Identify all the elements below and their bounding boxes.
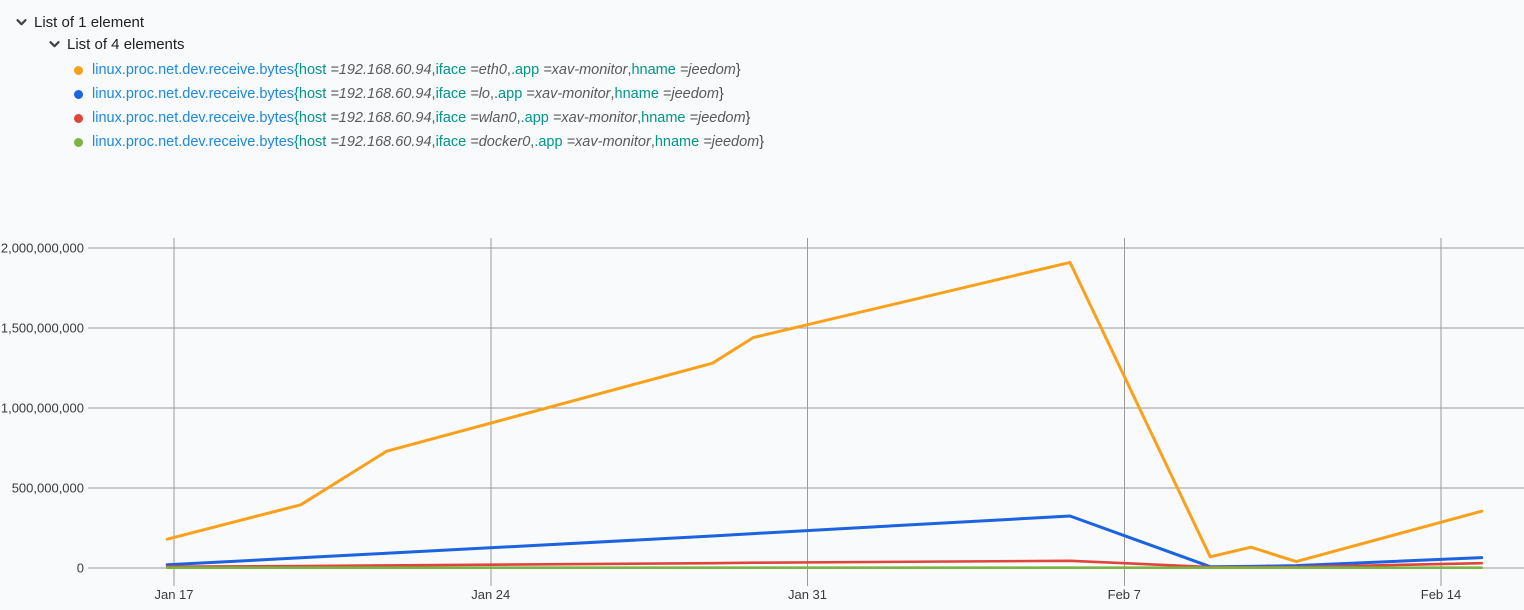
tag-brace-close: } bbox=[718, 86, 724, 102]
tag-value: =jeedom bbox=[675, 62, 736, 78]
tag-key: .app bbox=[494, 86, 523, 102]
tag-separator: , bbox=[516, 110, 521, 126]
tag-brace-close: } bbox=[759, 134, 765, 150]
tag-brace-close: } bbox=[735, 62, 741, 78]
tag-brace-open: { bbox=[294, 86, 299, 102]
tag-key: iface bbox=[435, 86, 467, 102]
y-axis-label: 1,500,000,000 bbox=[1, 321, 84, 336]
tag-separator: , bbox=[637, 110, 642, 126]
x-axis-label: Feb 14 bbox=[1421, 587, 1461, 602]
tag-separator: , bbox=[650, 134, 655, 150]
tag-value: =xav-monitor bbox=[522, 86, 611, 102]
tag-key: host bbox=[298, 86, 327, 102]
tag-key: iface bbox=[435, 62, 467, 78]
tree-node-root-label: List of 1 element bbox=[34, 13, 145, 31]
tag-key: hname bbox=[631, 62, 676, 78]
legend-item-docker0[interactable]: linux.proc.net.dev.receive.bytes{host =1… bbox=[74, 130, 1524, 154]
tag-key: iface bbox=[435, 110, 467, 126]
tag-key: hname bbox=[641, 110, 686, 126]
tree-node-child-label: List of 4 elements bbox=[67, 35, 185, 53]
tag-value: =jeedom bbox=[658, 86, 719, 102]
series-color-dot bbox=[74, 137, 83, 147]
tag-key: .app bbox=[510, 62, 540, 78]
line-chart[interactable]: Jan 17 Jan 24 Jan 31 Feb 7 Feb 14 2,000,000,0… bbox=[0, 238, 1524, 610]
legend-item-lo[interactable]: linux.proc.net.dev.receive.bytes{host =1… bbox=[74, 82, 1524, 106]
legend-item-wlan0[interactable]: linux.proc.net.dev.receive.bytes{host =1… bbox=[74, 106, 1524, 130]
tag-value: =eth0 bbox=[466, 62, 507, 78]
x-axis-label: Jan 24 bbox=[471, 587, 510, 602]
tag-value: =lo bbox=[466, 86, 490, 102]
tag-value: =wlan0 bbox=[466, 110, 517, 126]
tag-value: =xav-monitor bbox=[562, 134, 651, 150]
tag-brace-open: { bbox=[294, 110, 299, 126]
tag-separator: , bbox=[431, 110, 436, 126]
tag-key: hname bbox=[654, 134, 700, 150]
legend-item-eth0[interactable]: linux.proc.net.dev.receive.bytes{host =1… bbox=[74, 58, 1524, 82]
y-axis-label: 500,000,000 bbox=[12, 481, 84, 496]
tag-separator: , bbox=[627, 62, 632, 78]
tree-node-root[interactable]: List of 1 element bbox=[14, 11, 1524, 33]
tag-value: =jeedom bbox=[699, 134, 760, 150]
series-legend: linux.proc.net.dev.receive.bytes{host =1… bbox=[74, 58, 1524, 154]
series-color-dot bbox=[74, 65, 83, 75]
series-color-dot bbox=[74, 113, 83, 123]
tag-value: =docker0 bbox=[466, 134, 531, 150]
tag-key: hname bbox=[614, 86, 659, 102]
series-line-wlan0[interactable] bbox=[165, 559, 1483, 569]
tag-separator: , bbox=[506, 62, 511, 78]
tag-brace-close: } bbox=[745, 110, 751, 126]
x-axis-label: Jan 17 bbox=[154, 587, 193, 602]
series-tree: List of 1 element List of 4 elements lin… bbox=[0, 0, 1524, 238]
tag-value: =xav-monitor bbox=[539, 62, 628, 78]
tag-value: =192.168.60.94 bbox=[326, 110, 432, 126]
tag-separator: , bbox=[490, 86, 495, 102]
x-axis-label: Jan 31 bbox=[788, 587, 827, 602]
x-axis-label: Feb 7 bbox=[1108, 587, 1141, 602]
series-line-eth0[interactable] bbox=[165, 260, 1484, 564]
metric-name: linux.proc.net.dev.receive.bytes bbox=[92, 134, 295, 150]
tag-value: =192.168.60.94 bbox=[326, 134, 432, 150]
tag-key: host bbox=[298, 62, 327, 78]
tag-separator: , bbox=[431, 62, 436, 78]
tag-separator: , bbox=[610, 86, 615, 102]
metric-name: linux.proc.net.dev.receive.bytes bbox=[92, 62, 295, 78]
tag-value: =jeedom bbox=[685, 110, 746, 126]
chevron-down-icon[interactable] bbox=[47, 37, 62, 52]
series-color-dot bbox=[74, 89, 83, 99]
chevron-down-icon[interactable] bbox=[14, 15, 29, 30]
tag-key: iface bbox=[435, 134, 467, 150]
tree-node-child[interactable]: List of 4 elements bbox=[47, 33, 1524, 55]
tag-brace-open: { bbox=[294, 62, 299, 78]
chart-area[interactable]: Jan 17 Jan 24 Jan 31 Feb 7 Feb 14 2,000,000,0… bbox=[0, 238, 1524, 610]
tag-value: =192.168.60.94 bbox=[326, 62, 432, 78]
tag-key: host bbox=[298, 110, 327, 126]
tag-value: =192.168.60.94 bbox=[326, 86, 432, 102]
y-axis-label: 1,000,000,000 bbox=[1, 401, 84, 416]
y-axis-label: 2,000,000,000 bbox=[1, 241, 84, 256]
tag-key: .app bbox=[534, 134, 563, 150]
tag-brace-open: { bbox=[294, 134, 299, 150]
tag-value: =xav-monitor bbox=[548, 110, 638, 126]
tag-separator: , bbox=[431, 86, 436, 102]
metric-name: linux.proc.net.dev.receive.bytes bbox=[92, 110, 295, 126]
tag-separator: , bbox=[431, 134, 436, 150]
tag-separator: , bbox=[530, 134, 535, 150]
metric-name: linux.proc.net.dev.receive.bytes bbox=[92, 86, 295, 102]
y-axis-label: 0 bbox=[77, 561, 84, 576]
tag-key: .app bbox=[520, 110, 549, 126]
tag-key: host bbox=[298, 134, 327, 150]
